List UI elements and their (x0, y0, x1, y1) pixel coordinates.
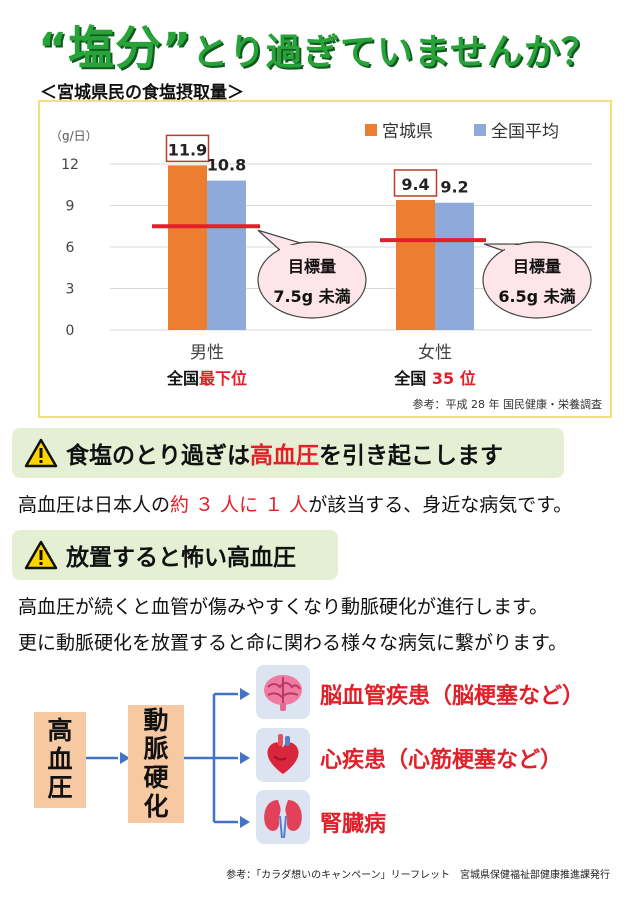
banner-1-post: を引き起こします (319, 443, 503, 469)
salt-intake-chart: （g/日） 12 9 6 3 0 宮城県 全国平均 11.9 10.8 男性 全国最下位 9.4 9.2 女… (38, 100, 612, 418)
target-callout (482, 241, 592, 319)
category-label: 男性 (190, 343, 224, 363)
page-title: “塩分”とり過ぎていませんか？ (0, 12, 636, 78)
callout-mask (280, 245, 302, 255)
node-1-char: 圧 (47, 773, 73, 803)
paragraph-1: 高血圧は日本人の約 ３ 人に １ 人が該当する、身近な病気です。 (18, 490, 572, 517)
para-1-highlight: 約 ３ 人に １ 人 (170, 494, 309, 516)
rank-label: 全国 35 位 (393, 369, 475, 388)
rank-label: 全国最下位 (166, 369, 247, 388)
banner-1-highlight: 高血圧 (250, 443, 319, 469)
title-rest: とり過ぎていませんか？ (191, 32, 598, 73)
callout-mask (505, 245, 527, 255)
node-1-char: 高 (47, 715, 73, 745)
y-tick-label: 12 (61, 157, 79, 173)
warning-banner-2: 放置すると怖い高血圧 (12, 530, 338, 580)
title-quote-close: ” (162, 24, 192, 75)
brain-icon (256, 665, 310, 719)
value-label: 11.9 (168, 140, 207, 159)
bar (168, 165, 207, 330)
legend-swatch (365, 124, 377, 136)
warning-icon (24, 438, 58, 468)
node-2-char: 脈 (143, 734, 169, 764)
value-label-box (393, 169, 438, 197)
y-tick-label: 3 (66, 282, 75, 298)
kidney-icon (256, 790, 310, 844)
target-label: 目標量 (288, 257, 336, 276)
y-tick-label: 0 (66, 323, 75, 339)
legend-label: 宮城県 (382, 122, 433, 142)
bar (207, 180, 246, 330)
paragraph-2: 高血圧が続くと血管が傷みやすくなり動脈硬化が進行します。 (18, 596, 549, 618)
warning-banner-1: 食塩のとり過ぎは高血圧を引き起こします (12, 428, 564, 478)
flow-arrows (86, 688, 250, 828)
flow-node-hypertension: 高 血 圧 (34, 712, 86, 808)
paragraph-3: 更に動脈硬化を放置すると命に関わる様々な病気に繋がります。 (18, 632, 568, 654)
legend-swatch (474, 124, 486, 136)
rank-prefix: 全国 (166, 369, 199, 388)
warning-icon (24, 540, 58, 570)
y-axis-label: （g/日） (50, 129, 98, 143)
chart-subtitle: ＜宮城県民の食塩摂取量＞ (40, 83, 244, 103)
banner-2-text: 放置すると怖い高血圧 (66, 545, 296, 571)
rank-value: 35 位 (432, 369, 476, 388)
heart-icon (256, 728, 310, 782)
target-value: 6.5g 未満 (498, 287, 575, 306)
disease-cerebrovascular: 脳血管疾患（脳梗塞など） (320, 684, 585, 709)
para-1-pre: 高血圧は日本人の (18, 494, 171, 516)
disease-heart: 心疾患（心筋梗塞など） (320, 748, 563, 773)
bar (435, 202, 474, 330)
title-salt: 塩分 (68, 21, 163, 75)
bar (396, 199, 435, 330)
footer-reference: 参考：「カラダ想いのキャンペーン」リーフレット 宮城県保健福祉部健康推進課発行 (226, 870, 610, 881)
banner-1-text: 食塩のとり過ぎは高血圧を引き起こします (66, 436, 503, 470)
banner-1-pre: 食塩のとり過ぎは (66, 443, 250, 469)
y-tick-label: 6 (66, 240, 75, 256)
target-value: 7.5g 未満 (273, 287, 350, 306)
node-2-char: 化 (143, 791, 169, 821)
value-label: 9.4 (401, 175, 429, 194)
target-callout (257, 241, 367, 319)
chart-source: 参考：平成 28 年 国民健康・栄養調査 (413, 397, 603, 411)
category-label: 女性 (418, 343, 452, 363)
node-2-char: 動 (143, 705, 169, 735)
legend-label: 全国平均 (491, 122, 559, 142)
target-label: 目標量 (513, 257, 561, 276)
para-1-post: が該当する、身近な病気です。 (308, 494, 573, 516)
value-label-box (165, 134, 210, 163)
value-label: 9.2 (440, 178, 468, 197)
rank-value: 最下位 (199, 369, 247, 388)
flow-node-arteriosclerosis: 動 脈 硬 化 (128, 705, 184, 823)
y-tick-label: 9 (66, 199, 75, 215)
disease-kidney: 腎臓病 (320, 812, 387, 837)
value-label: 10.8 (207, 156, 246, 175)
node-1-char: 血 (47, 744, 73, 774)
rank-prefix: 全国 (393, 369, 432, 388)
node-2-char: 硬 (143, 763, 169, 792)
title-quote-open: “ (38, 24, 69, 75)
